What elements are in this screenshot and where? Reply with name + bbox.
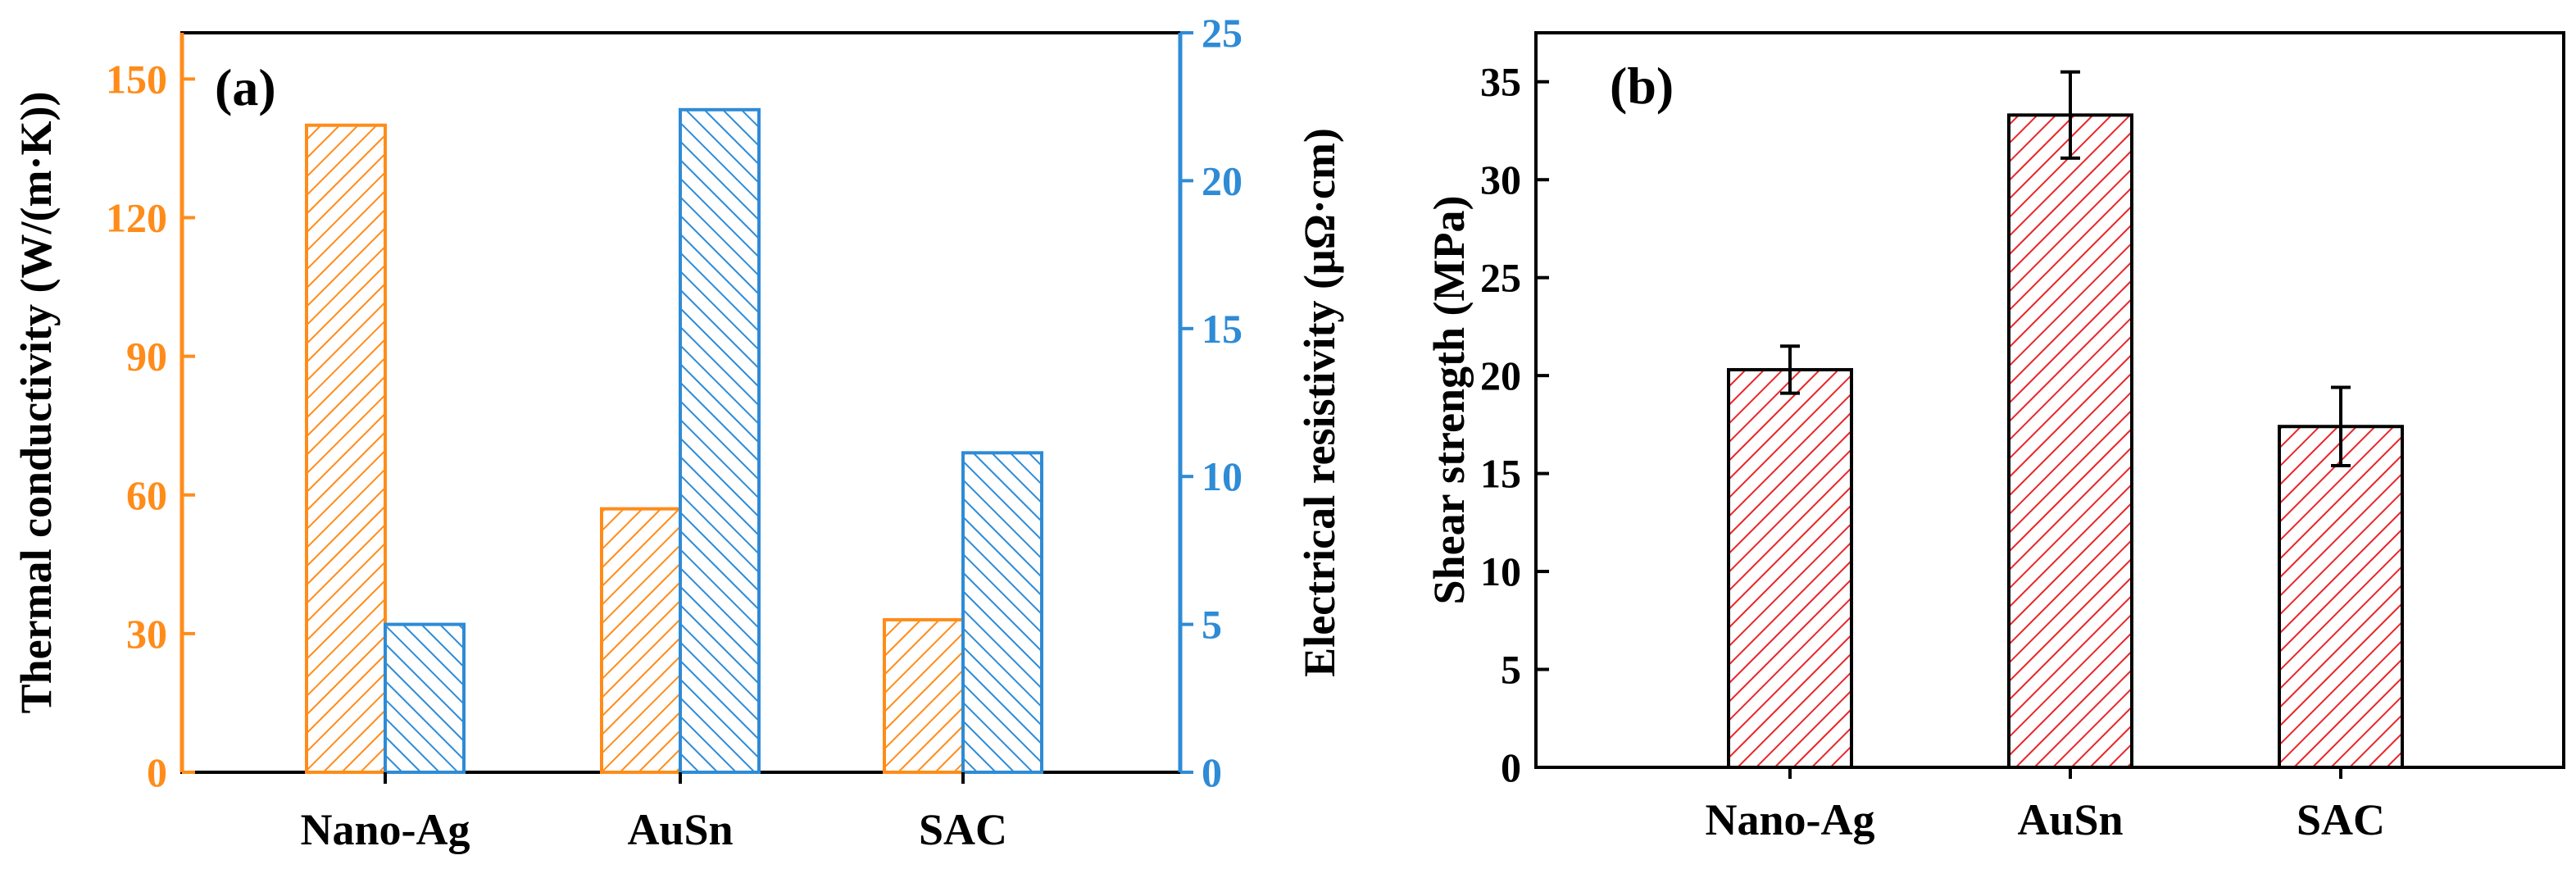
right-tick-label-2: 10	[1202, 453, 1243, 499]
left-tick-label-0: 0	[147, 749, 167, 795]
panel-b-category-labels: Nano-Ag AuSn SAC	[1705, 767, 2385, 844]
panel-a-ylabel-left: Thermal conductivity (W/(m·K))	[11, 92, 61, 714]
bar-thermal-sac	[883, 617, 965, 775]
right-tick-label-1: 5	[1202, 602, 1222, 648]
bar-thermal-ausn	[600, 507, 682, 774]
right-tick-label-4: 20	[1202, 157, 1243, 203]
left-tick-label-2: 60	[126, 472, 167, 518]
left-tick-label-1: 30	[126, 611, 167, 657]
bar-electrical-nano-ag	[384, 622, 466, 774]
y-tick-label-3: 15	[1480, 451, 1521, 497]
right-tick-label-5: 25	[1202, 10, 1243, 56]
category-label-nano-ag: Nano-Ag	[300, 805, 470, 854]
right-tick-label-0: 0	[1202, 749, 1222, 795]
category-label-sac: SAC	[919, 805, 1007, 854]
panel-b-label: (b)	[1610, 57, 1674, 115]
right-tick-label-3: 15	[1202, 306, 1243, 352]
left-tick-label-3: 90	[126, 334, 167, 380]
bar-thermal-nano-ag	[305, 123, 387, 774]
panel-a-bars	[305, 107, 1043, 775]
bar-shear-nano-ag	[1727, 367, 1853, 769]
bar-electrical-ausn	[679, 107, 761, 775]
y-tick-label-6: 30	[1480, 157, 1521, 202]
left-tick-label-4: 120	[106, 195, 167, 241]
panel-b-bars	[1727, 70, 2404, 770]
bar-shear-sac	[2278, 425, 2404, 769]
left-tick-label-5: 150	[106, 56, 167, 102]
panel-b: 0 5 10 15 20 25 30 35 Nano-Ag AuSn SAC (b) Shear …	[1424, 31, 2565, 844]
panel-a-label: (a)	[215, 58, 276, 116]
panel-b-y-ticks: 0 5 10 15 20 25 30 35	[1480, 59, 1549, 790]
category-label-sac: SAC	[2297, 795, 2385, 844]
panel-a-ylabel-right: Electrical resistivity (μΩ·cm)	[1295, 128, 1344, 677]
y-tick-label-1: 5	[1501, 647, 1521, 693]
bar-shear-ausn	[2007, 113, 2133, 770]
panel-a-left-ticks: 0 30 60 90 120 150	[106, 56, 195, 795]
y-tick-label-0: 0	[1501, 744, 1521, 790]
y-tick-label-2: 10	[1480, 548, 1521, 594]
category-label-ausn: AuSn	[2017, 795, 2123, 844]
panel-a-category-labels: Nano-Ag AuSn SAC	[300, 772, 1007, 854]
category-label-nano-ag: Nano-Ag	[1705, 795, 1874, 844]
y-tick-label-4: 20	[1480, 353, 1521, 398]
bar-electrical-sac	[961, 451, 1043, 774]
y-tick-label-7: 35	[1480, 59, 1521, 105]
panel-a-right-ticks: 0 5 10 15 20 25	[1180, 10, 1243, 795]
category-label-ausn: AuSn	[627, 805, 733, 854]
y-tick-label-5: 25	[1480, 255, 1521, 301]
panel-b-ylabel: Shear strength (MPa)	[1424, 196, 1474, 605]
